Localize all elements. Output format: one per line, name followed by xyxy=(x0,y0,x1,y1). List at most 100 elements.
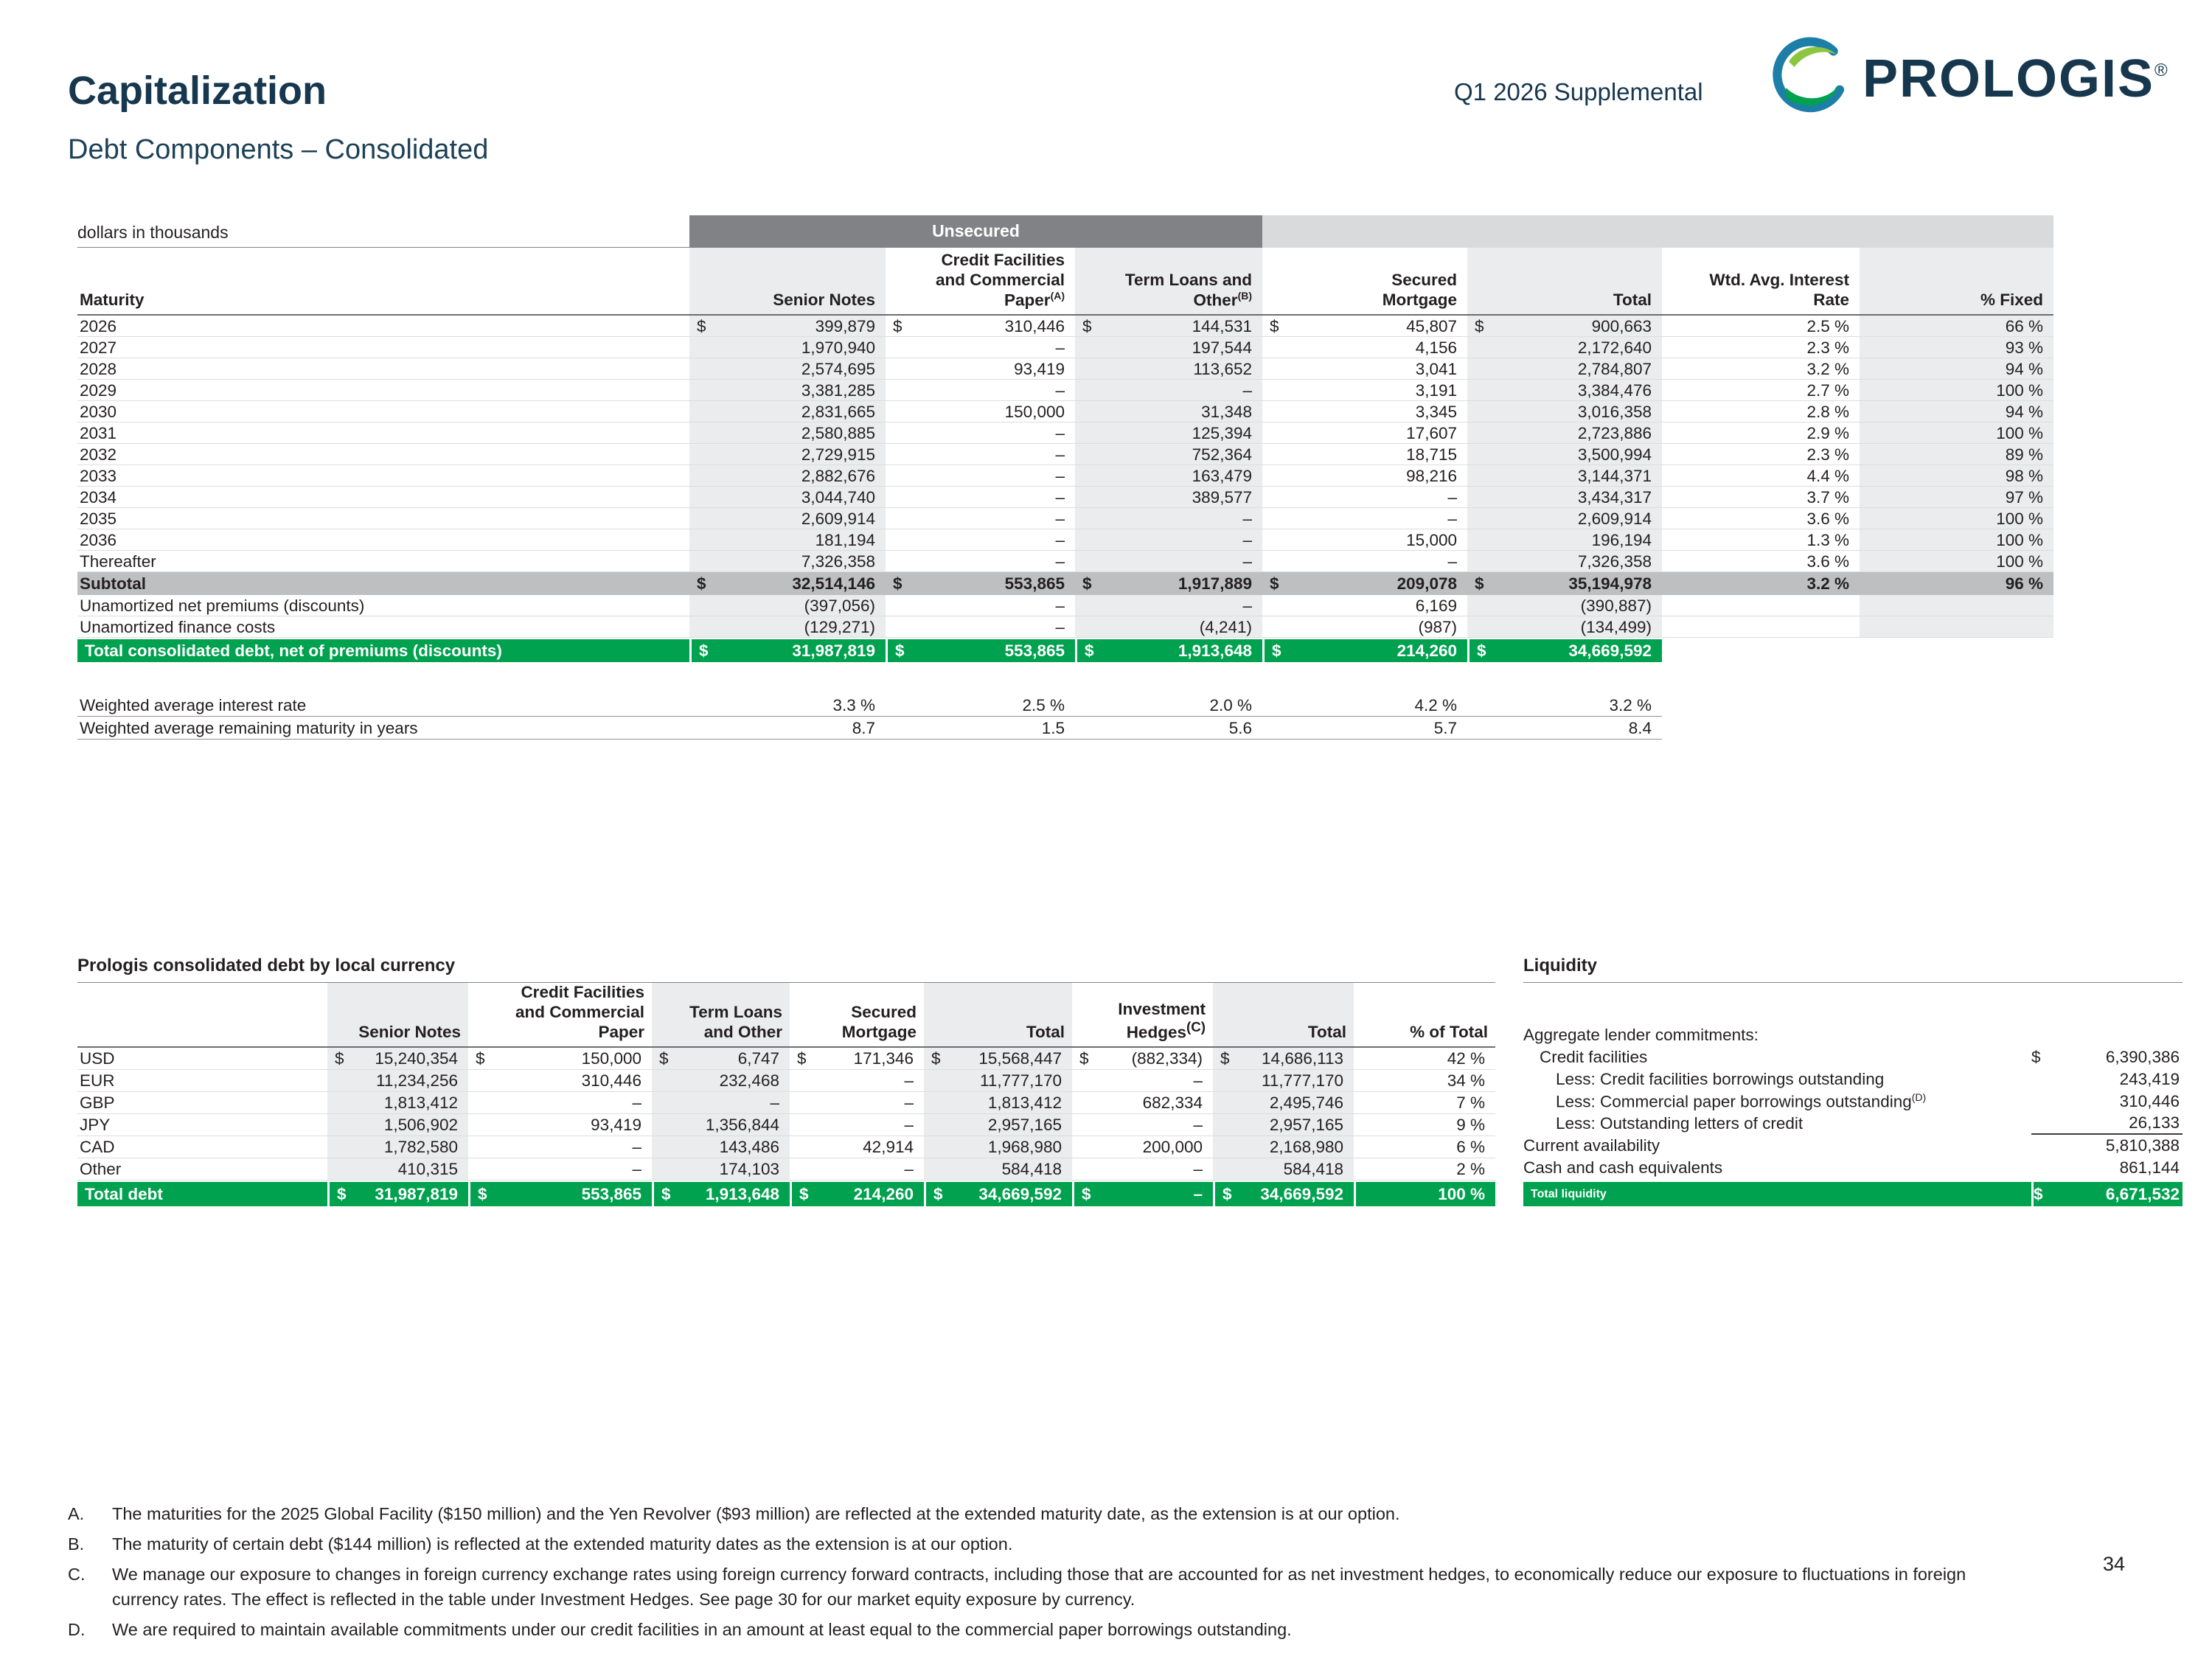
cell: 196,194 xyxy=(1467,529,1662,550)
row-label: 2031 xyxy=(80,423,117,442)
cell: 3,041 xyxy=(1415,359,1457,378)
weighted-average-row: Weighted average remaining maturity in y… xyxy=(77,717,1662,740)
cell: (987) xyxy=(1418,617,1457,636)
cell: 3,345 xyxy=(1415,402,1457,421)
table-row: 2029 3,381,285 – – 3,191 3,384,476 2.7 % 100 % xyxy=(77,380,2053,401)
dollar-sign: $ xyxy=(1085,641,1094,660)
unsecured-group-header: Unsecured xyxy=(689,215,1262,248)
cell: $553,865 xyxy=(893,574,1065,593)
row-label: Weighted average interest rate xyxy=(80,695,307,714)
cell: (397,056) xyxy=(689,595,886,616)
liquidity-value xyxy=(2031,1024,2183,1046)
liquidity-item: Credit facilities $6,390,386 xyxy=(1523,1046,2183,1068)
table-row: EUR 11,234,256 310,446 232,468–11,777,170–1… xyxy=(77,1070,1495,1092)
cell: 2,574,695 xyxy=(689,358,886,379)
cell: 3,500,994 xyxy=(1467,444,1662,465)
cell: 100 % xyxy=(1860,529,2053,550)
liquidity-label: Aggregate lender commitments: xyxy=(1523,1026,1759,1044)
column-header: Wtd. Avg. Interest Rate xyxy=(1709,271,1849,309)
footnote-text: The maturities for the 2025 Global Facil… xyxy=(112,1504,1400,1523)
cell: $1,913,648 xyxy=(1075,639,1262,662)
table-row: GBP 1,813,412– – –1,813,412 682,334 2,495,746… xyxy=(77,1092,1495,1114)
header-band xyxy=(1262,215,2053,248)
cell: – xyxy=(652,1092,790,1113)
liquidity-items: Aggregate lender commitments: Credit faci… xyxy=(1523,1024,2183,1179)
liquidity-value: 26,133 xyxy=(2031,1113,2183,1135)
cell: 2.5 % xyxy=(1806,316,1849,335)
cell: 2,495,746 xyxy=(1213,1092,1354,1113)
cell: 89 % xyxy=(1860,444,2053,465)
column-header: Total xyxy=(1467,248,1662,314)
footnote: C. We manage our exposure to changes in f… xyxy=(68,1562,2020,1612)
total-consolidated-debt-row: Total consolidated debt, net of premiums… xyxy=(77,639,2053,662)
cell: – xyxy=(1055,509,1065,528)
liquidity-label: Credit facilities xyxy=(1540,1048,1648,1066)
cell: $553,865 xyxy=(886,639,1075,662)
column-header: Secured Mortgage xyxy=(1382,271,1457,309)
cell: 3,016,358 xyxy=(1467,401,1662,422)
cell xyxy=(1662,616,1860,637)
footnote-letter: C. xyxy=(68,1565,86,1585)
column-header: Secured Mortgage xyxy=(841,1003,917,1041)
table-row: Subtotal $32,514,146 $553,865 $1,917,889 $20… xyxy=(77,572,2053,595)
cell: 3.2 % xyxy=(1609,695,1652,714)
cell: 94 % xyxy=(1860,358,2053,379)
liquidity-label: Less: Outstanding letters of credit xyxy=(1556,1114,1804,1133)
cell: $15,568,447 xyxy=(924,1048,1072,1069)
cell: – xyxy=(904,1116,914,1134)
liquidity-value: $6,390,386 xyxy=(2031,1048,2180,1066)
cell: – xyxy=(1075,380,1262,400)
cell: 163,479 xyxy=(1075,465,1262,486)
cell: 34 % xyxy=(1447,1071,1485,1090)
cell: 9 % xyxy=(1456,1116,1485,1134)
units-label: dollars in thousands xyxy=(77,215,689,248)
liquidity-value: $6,671,532 xyxy=(2031,1182,2183,1206)
table-row: 2034 3,044,740–389,577–3,434,317 3.7 % 97 % xyxy=(77,487,2053,508)
cell: 100 % xyxy=(1860,380,2053,400)
footnote: D. We are required to maintain available … xyxy=(68,1617,2020,1642)
cell: $32,514,146 xyxy=(697,574,875,593)
cell: $171,346 xyxy=(797,1049,914,1068)
column-header: % Fixed xyxy=(1860,248,2053,314)
footnote-letter: A. xyxy=(68,1504,85,1523)
cell: – xyxy=(1055,338,1065,357)
weighted-averages-block: Weighted average interest rate 3.3 % 2.5 %… xyxy=(77,694,1662,740)
dollar-sign: $ xyxy=(1082,574,1092,593)
cell: – xyxy=(904,1071,914,1090)
table-row: 2035 2,609,914– – –2,609,914 3.6 % 100 % xyxy=(77,508,2053,529)
cell: – xyxy=(632,1138,641,1156)
cell: – xyxy=(1055,552,1065,571)
cell: – xyxy=(1055,617,1065,636)
cell: $310,446 xyxy=(893,316,1065,335)
cell xyxy=(1662,595,1860,616)
cell: 1,782,580 xyxy=(327,1136,468,1158)
cell: $31,987,819 xyxy=(689,639,886,662)
cell: $399,879 xyxy=(689,316,886,336)
cell: – xyxy=(1447,509,1457,528)
cell: 3.7 % xyxy=(1806,487,1849,507)
footnote-letter: D. xyxy=(68,1620,86,1640)
cell: 2,957,165 xyxy=(1213,1114,1354,1135)
cell: 11,777,170 xyxy=(924,1070,1072,1091)
cell: 5.6 xyxy=(1228,718,1252,737)
row-label: Total liquidity xyxy=(1531,1187,1607,1200)
liquidity-item: Cash and cash equivalents 861,144 xyxy=(1523,1157,2183,1179)
cell: 94 % xyxy=(1860,401,2053,422)
row-label: EUR xyxy=(80,1071,115,1090)
table-row: Other 410,315–174,103–584,418–584,418 2 % xyxy=(77,1158,1495,1180)
cell: – xyxy=(1193,1116,1203,1134)
cell: 1.5 xyxy=(1041,718,1065,737)
cell: 3.6 % xyxy=(1806,552,1849,571)
page-title: Capitalization xyxy=(68,69,327,113)
cell: 2,168,980 xyxy=(1213,1136,1354,1158)
liquidity-value: 5,810,388 xyxy=(2105,1136,2180,1155)
page-subtitle: Debt Components – Consolidated xyxy=(68,134,489,165)
cell: 2,957,165 xyxy=(924,1114,1072,1135)
cell: – xyxy=(1055,596,1065,615)
cell: $900,663 xyxy=(1467,316,1662,336)
cell: 3.6 % xyxy=(1806,509,1849,528)
registered-mark: ® xyxy=(2154,60,2169,80)
column-header: Total xyxy=(1213,983,1354,1046)
cell: 4,156 xyxy=(1415,338,1457,357)
column-header: Term Loans and Other xyxy=(652,983,790,1046)
